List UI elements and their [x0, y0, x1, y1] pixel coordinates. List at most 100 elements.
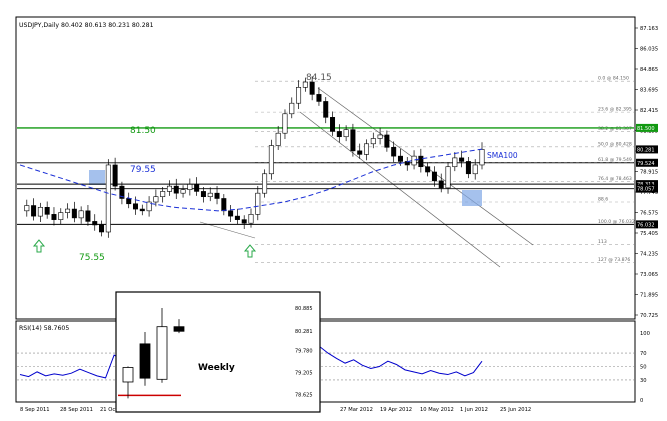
rsi-tick-label: 50 — [640, 365, 647, 371]
candle-body — [187, 184, 193, 190]
low-label: 75.55 — [79, 253, 105, 263]
rsi-tick-label: 70 — [640, 351, 647, 357]
chart-title: USDJPY,Daily 80.402 80.613 80.231 80.281 — [19, 22, 154, 29]
candle-body — [255, 192, 261, 215]
level-tag-7805-bg — [636, 184, 658, 193]
price-tick-label: 71.895 — [640, 293, 658, 299]
daily-candles[interactable] — [24, 76, 485, 238]
candle-body — [248, 214, 254, 224]
up-arrow-icon — [32, 239, 46, 253]
inset-candle-body — [122, 367, 134, 383]
candle-body — [431, 171, 437, 182]
candle-body — [472, 164, 478, 175]
candle-body — [452, 157, 458, 168]
fibonacci-levels: 0.0 @ 84.150 23.6 @ 82.395 38.2 @ 81.307 50… — [255, 76, 635, 263]
candle-body — [105, 164, 111, 233]
candle-body — [309, 81, 315, 95]
candle-body — [438, 180, 444, 189]
up-arrow-icon — [243, 244, 257, 258]
level-tag-8150: 81.500 — [637, 126, 655, 132]
time-axis-label: 8 Sep 2011 — [20, 407, 50, 413]
fib-label: 127 @ 73.876 — [598, 257, 630, 263]
price-tick-label: 75.405 — [640, 231, 658, 237]
highlight-zones — [89, 170, 482, 206]
price-axis[interactable]: 87.16386.03584.86583.69582.41581.25580.0… — [635, 26, 658, 319]
inset-tick-label: 79.780 — [295, 348, 313, 354]
candle-body — [78, 210, 84, 219]
price-tick-label: 73.065 — [640, 272, 658, 278]
fib-label: 100.0 @ 76.032 — [598, 219, 635, 225]
resistance-label: 81.50 — [130, 126, 156, 136]
candle-body — [411, 155, 417, 166]
candle-body — [282, 113, 288, 134]
candle-body — [479, 149, 485, 166]
rsi-tick-label: 100 — [640, 331, 650, 337]
candle-body — [330, 117, 336, 132]
rsi-label: RSI(14) 58.7605 — [19, 325, 69, 332]
candle-body — [391, 147, 397, 157]
candle-body — [71, 208, 77, 219]
inset-tick-label: 80.281 — [295, 329, 313, 335]
rsi-panel-frame — [15, 320, 636, 403]
candle-body — [65, 208, 71, 213]
fib-label: 61.8 @ 79.549 — [598, 157, 632, 163]
rsi-panel: 100 70 50 30 0 — [17, 331, 650, 404]
candle-body — [112, 164, 118, 187]
price-tick-label: 77.745 — [640, 190, 658, 196]
candle-body — [37, 206, 43, 217]
time-axis-label: 10 May 2012 — [420, 407, 454, 413]
price-tick-label: 76.575 — [640, 211, 658, 217]
level-tag-7952: 79.524 — [637, 161, 655, 167]
candle-body — [139, 208, 145, 212]
price-tick-label: 74.235 — [640, 252, 658, 258]
candle-body — [58, 212, 64, 220]
fib-label: 0.0 @ 84.150 — [598, 76, 629, 82]
fib-label: 88.6 — [598, 197, 608, 203]
candle-body — [173, 185, 179, 194]
candle-body — [133, 203, 139, 210]
candle-body — [397, 155, 403, 162]
candle-body — [51, 214, 57, 220]
candle-body — [31, 205, 37, 217]
time-axis-label: 27 Mar 2012 — [340, 407, 373, 413]
price-tick-label: 82.415 — [640, 108, 658, 114]
candle-body — [289, 102, 295, 115]
fib-label: 76.4 @ 78.463 — [598, 176, 632, 182]
inset-candle-body — [139, 343, 151, 379]
candle-body — [370, 138, 376, 145]
candle-body — [363, 143, 369, 155]
fib-label: 38.2 @ 81.307 — [598, 126, 632, 132]
candle-body — [357, 150, 363, 155]
candle-body — [418, 155, 424, 168]
candle-body — [146, 201, 152, 212]
level-tag-7952-bg — [636, 158, 658, 167]
level-tag-7603-bg — [636, 220, 658, 229]
candle-body — [126, 198, 132, 205]
candle-body — [221, 198, 227, 212]
current-price-tag: 80.281 — [637, 147, 655, 153]
candle-body — [275, 132, 281, 146]
candle-body — [445, 166, 451, 189]
price-tick-label: 70.725 — [640, 313, 658, 319]
fib-label: 23.6 @ 82.395 — [598, 107, 632, 113]
sma100-series — [19, 148, 483, 212]
price-tick-label: 84.865 — [640, 67, 658, 73]
candle-body — [44, 206, 50, 215]
candle-body — [465, 161, 471, 175]
weekly-inset: 80.885 80.281 79.780 79.205 78.625 Weekly — [115, 291, 321, 413]
candle-body — [425, 166, 431, 173]
price-tick-label: 87.163 — [640, 26, 658, 32]
level-tag-8150-bg — [636, 123, 658, 132]
time-axis-label: 19 Apr 2012 — [380, 407, 412, 413]
inset-tick-label: 80.885 — [295, 306, 313, 312]
candle-body — [207, 192, 213, 198]
main-chart-frame — [15, 16, 636, 320]
level-tag-7805: 78.057 — [637, 187, 655, 193]
candle-body — [99, 224, 105, 233]
inset-title: Weekly — [198, 363, 235, 373]
zone-box-oct — [89, 170, 105, 185]
candle-body — [180, 189, 186, 194]
candle-body — [377, 134, 383, 139]
mid-level-label: 79.55 — [130, 165, 156, 175]
candle-body — [166, 185, 172, 192]
